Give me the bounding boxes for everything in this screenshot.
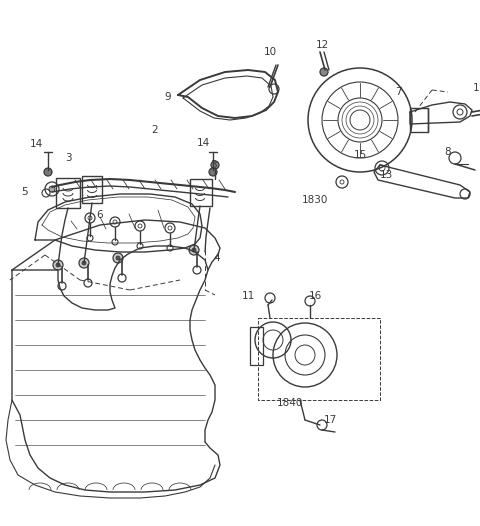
Circle shape xyxy=(53,260,63,270)
Circle shape xyxy=(116,256,120,260)
Circle shape xyxy=(82,261,86,265)
Circle shape xyxy=(192,248,196,252)
Circle shape xyxy=(79,258,89,268)
Text: 3: 3 xyxy=(210,160,216,170)
Circle shape xyxy=(56,263,60,267)
Text: 12: 12 xyxy=(315,40,329,50)
Text: 11: 11 xyxy=(241,291,254,301)
Text: 15: 15 xyxy=(353,150,367,160)
Text: 8: 8 xyxy=(444,147,451,157)
Text: 14: 14 xyxy=(196,138,210,148)
Text: 10: 10 xyxy=(264,47,276,57)
Text: 9: 9 xyxy=(165,92,171,102)
Text: 1830: 1830 xyxy=(302,195,328,205)
Text: 5: 5 xyxy=(22,187,28,197)
Circle shape xyxy=(189,245,199,255)
Text: 17: 17 xyxy=(324,415,336,425)
Circle shape xyxy=(44,168,52,176)
Text: 1840: 1840 xyxy=(277,398,303,408)
Text: 2: 2 xyxy=(152,125,158,135)
Text: 7: 7 xyxy=(395,87,401,97)
Text: 4: 4 xyxy=(214,253,220,263)
Circle shape xyxy=(209,168,217,176)
Text: 1: 1 xyxy=(473,83,480,93)
Text: 3: 3 xyxy=(65,153,72,163)
Text: 13: 13 xyxy=(379,170,393,180)
Circle shape xyxy=(211,161,219,169)
Circle shape xyxy=(49,186,55,192)
Circle shape xyxy=(113,253,123,263)
Text: 14: 14 xyxy=(29,139,43,149)
Text: 6: 6 xyxy=(96,210,103,220)
Circle shape xyxy=(320,68,328,76)
Text: 16: 16 xyxy=(308,291,322,301)
